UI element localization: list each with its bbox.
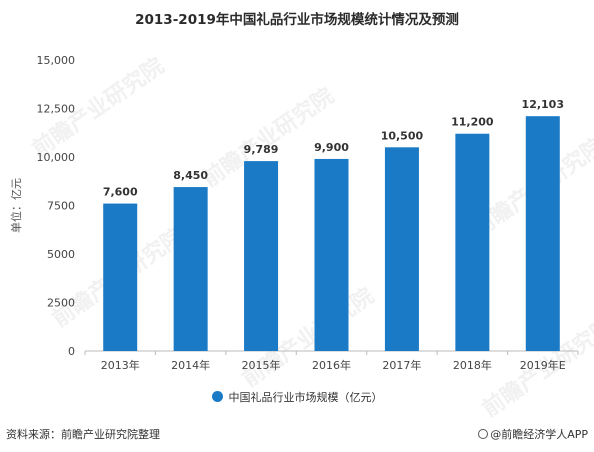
y-tick-label: 5000	[47, 248, 75, 261]
y-tick-label: 0	[68, 345, 75, 358]
bar-value-label: 7,600	[103, 186, 138, 199]
bar-value-label: 9,900	[314, 141, 349, 154]
legend: 中国礼品行业市场规模（亿元）	[0, 389, 594, 405]
y-axis: 0 2500 5000 7500 10,000 12,500 15,000	[37, 54, 76, 358]
x-tick-label: 2019年E	[520, 358, 566, 372]
y-tick-label: 2500	[47, 297, 75, 310]
brand-credit: @前瞻经济学人APP	[478, 426, 588, 442]
bar	[244, 161, 279, 351]
bar	[173, 187, 208, 351]
x-tick-label: 2016年	[312, 358, 351, 372]
y-tick-label: 7500	[47, 200, 75, 213]
bar-value-label: 10,500	[381, 129, 424, 142]
source-note: 资料来源：前瞻产业研究院整理	[6, 428, 160, 441]
x-tick-label: 2013年	[101, 358, 140, 372]
bar	[455, 133, 490, 351]
legend-label: 中国礼品行业市场规模（亿元）	[228, 391, 383, 404]
y-tick-label: 15,000	[37, 54, 76, 67]
y-tick-label: 10,000	[37, 151, 76, 164]
bar	[525, 116, 560, 351]
bar	[384, 147, 419, 351]
bar-value-label: 12,103	[522, 98, 564, 111]
brand-logo-icon	[478, 429, 489, 439]
x-tick-label: 2014年	[171, 358, 210, 372]
bar-value-label: 9,789	[244, 143, 279, 156]
x-tick-label: 2017年	[382, 358, 421, 372]
y-axis-title: 单位：亿元	[9, 178, 23, 233]
x-tick-label: 2018年	[453, 358, 492, 372]
y-tick-label: 12,500	[37, 103, 76, 116]
bar	[103, 203, 138, 351]
x-tick-label: 2015年	[242, 358, 281, 372]
bar-value-label: 8,450	[173, 169, 208, 182]
chart-title: 2013-2019年中国礼品行业市场规模统计情况及预测	[135, 12, 459, 28]
legend-swatch	[211, 391, 223, 402]
bar	[314, 158, 349, 351]
brand-text: @前瞻经济学人APP	[490, 428, 588, 441]
bar-value-label: 11,200	[451, 116, 494, 129]
